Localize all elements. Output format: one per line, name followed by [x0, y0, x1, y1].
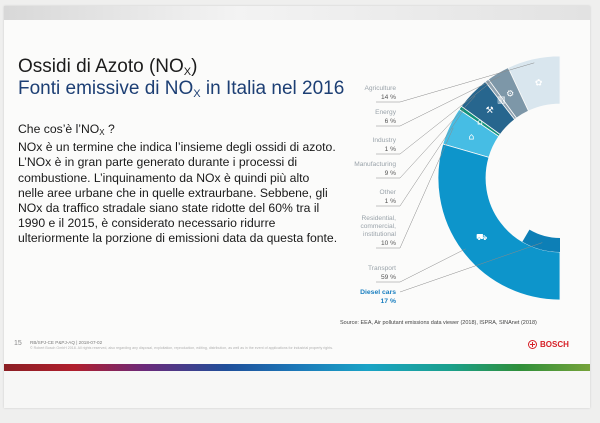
question-line: Che cos’è l’NOX ?: [18, 122, 338, 140]
value-transport: 59 %: [381, 274, 396, 281]
tractor-icon: ✿: [535, 78, 543, 88]
factory-icon: ▥: [497, 96, 506, 106]
label-residential-commercial-institutional: Residential,: [362, 215, 397, 222]
value-energy: 6 %: [385, 118, 396, 125]
label-agriculture: Agriculture: [364, 85, 396, 92]
value-residential-commercial-institutional: 10 %: [381, 240, 396, 247]
slice-diesel-cars: [522, 229, 560, 252]
slice-transport: [437, 143, 561, 301]
source-note: Source: EEA, Air pollutant emissions dat…: [340, 320, 537, 326]
subtitle-text: Fonti emissive di NO: [18, 78, 194, 99]
label-other: Other: [380, 189, 397, 196]
brand-name: BOSCH: [540, 340, 569, 349]
footer-fine-print: © Robert Bosch GmbH 2018. All rights res…: [30, 346, 334, 350]
leader-transport: [376, 248, 466, 283]
wrench-icon: ⚒: [486, 106, 494, 116]
title-subscript: X: [183, 66, 192, 78]
leader-energy: [376, 76, 501, 127]
title-text: Ossidi di Azoto (NO: [18, 56, 184, 77]
top-strip: [4, 6, 590, 20]
leader-manufacturing: [376, 95, 476, 179]
truck-icon: ⛟: [476, 233, 487, 243]
label-residential-commercial-institutional-line-2: institutional: [363, 231, 397, 238]
slide-page: Ossidi di Azoto (NOX) Fonti emissive di …: [4, 6, 590, 408]
question-suffix: ?: [104, 122, 115, 136]
home-icon: ⌂: [468, 132, 474, 142]
label-diesel-cars: Diesel cars: [360, 289, 396, 296]
footer-reference: RB/SPJ-CE P&PJ-AQ | 2018-07-02: [30, 340, 103, 345]
house-icon: ⌂: [477, 118, 483, 128]
label-manufacturing: Manufacturing: [354, 161, 396, 168]
leader-residential-commercial-institutional: [376, 127, 454, 249]
question-text: Che cos’è l’NO: [18, 122, 100, 136]
value-manufacturing: 9 %: [385, 170, 396, 177]
subtitle-subscript: X: [193, 88, 201, 100]
label-transport: Transport: [368, 265, 396, 272]
label-energy: Energy: [375, 109, 397, 116]
explanation-paragraph: NOx è un termine che indica l’insieme de…: [18, 140, 338, 246]
slide-title: Ossidi di Azoto (NOX): [18, 56, 197, 78]
leader-other: [376, 110, 464, 207]
question-subscript: X: [99, 128, 105, 137]
slide-subtitle: Fonti emissive di NOX in Italia nel 2016: [18, 78, 344, 100]
bosch-logo: BOSCH: [528, 340, 569, 349]
value-diesel-cars: 17 %: [381, 298, 397, 305]
value-agriculture: 14 %: [381, 94, 396, 101]
value-other: 1 %: [385, 198, 396, 205]
gear-icon: ⚙: [506, 90, 514, 100]
page-number: 15: [14, 340, 22, 347]
body-text: Che cos’è l’NOX ? NOx è un termine che i…: [18, 122, 338, 247]
leader-diesel-cars: [399, 242, 543, 293]
label-industry: Industry: [373, 137, 397, 144]
page-bottom-margin: [4, 371, 590, 408]
label-residential-commercial-institutional-line-1: commercial,: [360, 223, 396, 230]
title-suffix: ): [191, 56, 198, 77]
subtitle-suffix: in Italia nel 2016: [200, 78, 345, 99]
leader-industry: [376, 83, 490, 155]
leader-agriculture: [376, 62, 535, 103]
bosch-armature-icon: [528, 340, 537, 349]
value-industry: 1 %: [385, 146, 396, 153]
brand-color-bar: [4, 364, 590, 371]
